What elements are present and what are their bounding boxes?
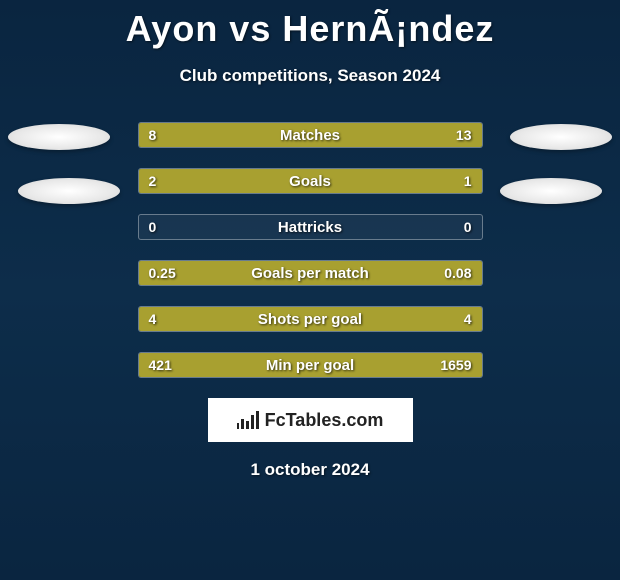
player-right-badge [510, 124, 612, 150]
stat-row-shots-per-goal: 4 Shots per goal 4 [138, 306, 483, 332]
stats-container: 8 Matches 13 2 Goals 1 0 Hattricks 0 0.2… [138, 122, 483, 378]
stat-row-min-per-goal: 421 Min per goal 1659 [138, 352, 483, 378]
value-right: 1659 [440, 353, 471, 377]
stat-row-goals: 2 Goals 1 [138, 168, 483, 194]
value-right: 13 [456, 123, 472, 147]
team-right-badge [500, 178, 602, 204]
value-right: 0.08 [444, 261, 471, 285]
page-subtitle: Club competitions, Season 2024 [0, 66, 620, 86]
fctables-logo: FcTables.com [208, 398, 413, 442]
stat-row-hattricks: 0 Hattricks 0 [138, 214, 483, 240]
value-right: 0 [464, 215, 472, 239]
stat-label: Min per goal [139, 353, 482, 377]
stat-label: Goals [139, 169, 482, 193]
value-right: 4 [464, 307, 472, 331]
value-right: 1 [464, 169, 472, 193]
stat-label: Hattricks [139, 215, 482, 239]
stat-row-goals-per-match: 0.25 Goals per match 0.08 [138, 260, 483, 286]
stat-label: Goals per match [139, 261, 482, 285]
page-title: Ayon vs HernÃ¡ndez [0, 0, 620, 50]
team-left-badge [18, 178, 120, 204]
stat-label: Shots per goal [139, 307, 482, 331]
stat-label: Matches [139, 123, 482, 147]
bar-chart-icon [237, 411, 259, 429]
player-left-badge [8, 124, 110, 150]
logo-text: FcTables.com [265, 410, 384, 431]
stat-row-matches: 8 Matches 13 [138, 122, 483, 148]
date-text: 1 october 2024 [0, 460, 620, 480]
